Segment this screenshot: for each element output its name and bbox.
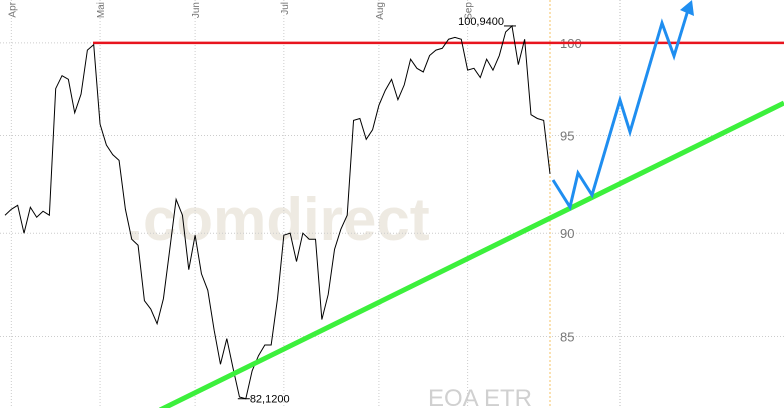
x-tick-label: Mai xyxy=(96,2,107,18)
projection-arrow xyxy=(551,9,690,211)
annotation-label: 82,1200 xyxy=(250,394,290,406)
y-tick-label: 85 xyxy=(560,329,574,344)
y-tick-label: 95 xyxy=(560,129,574,144)
x-tick-label: Jun xyxy=(191,2,202,18)
trend-line xyxy=(158,100,784,408)
x-tick-label: Jul xyxy=(280,2,291,15)
annotation-label: 100,9400 xyxy=(458,16,504,28)
arrow-head xyxy=(680,0,694,16)
price-line xyxy=(4,24,551,400)
watermark: .comdirect xyxy=(126,186,429,253)
y-tick-label: 90 xyxy=(560,226,574,241)
x-tick-label: Aug xyxy=(375,2,386,20)
symbol-label: EOA ETR xyxy=(428,385,532,408)
x-tick-label: Sep xyxy=(464,2,475,20)
x-tick-label: Apr xyxy=(7,1,18,17)
